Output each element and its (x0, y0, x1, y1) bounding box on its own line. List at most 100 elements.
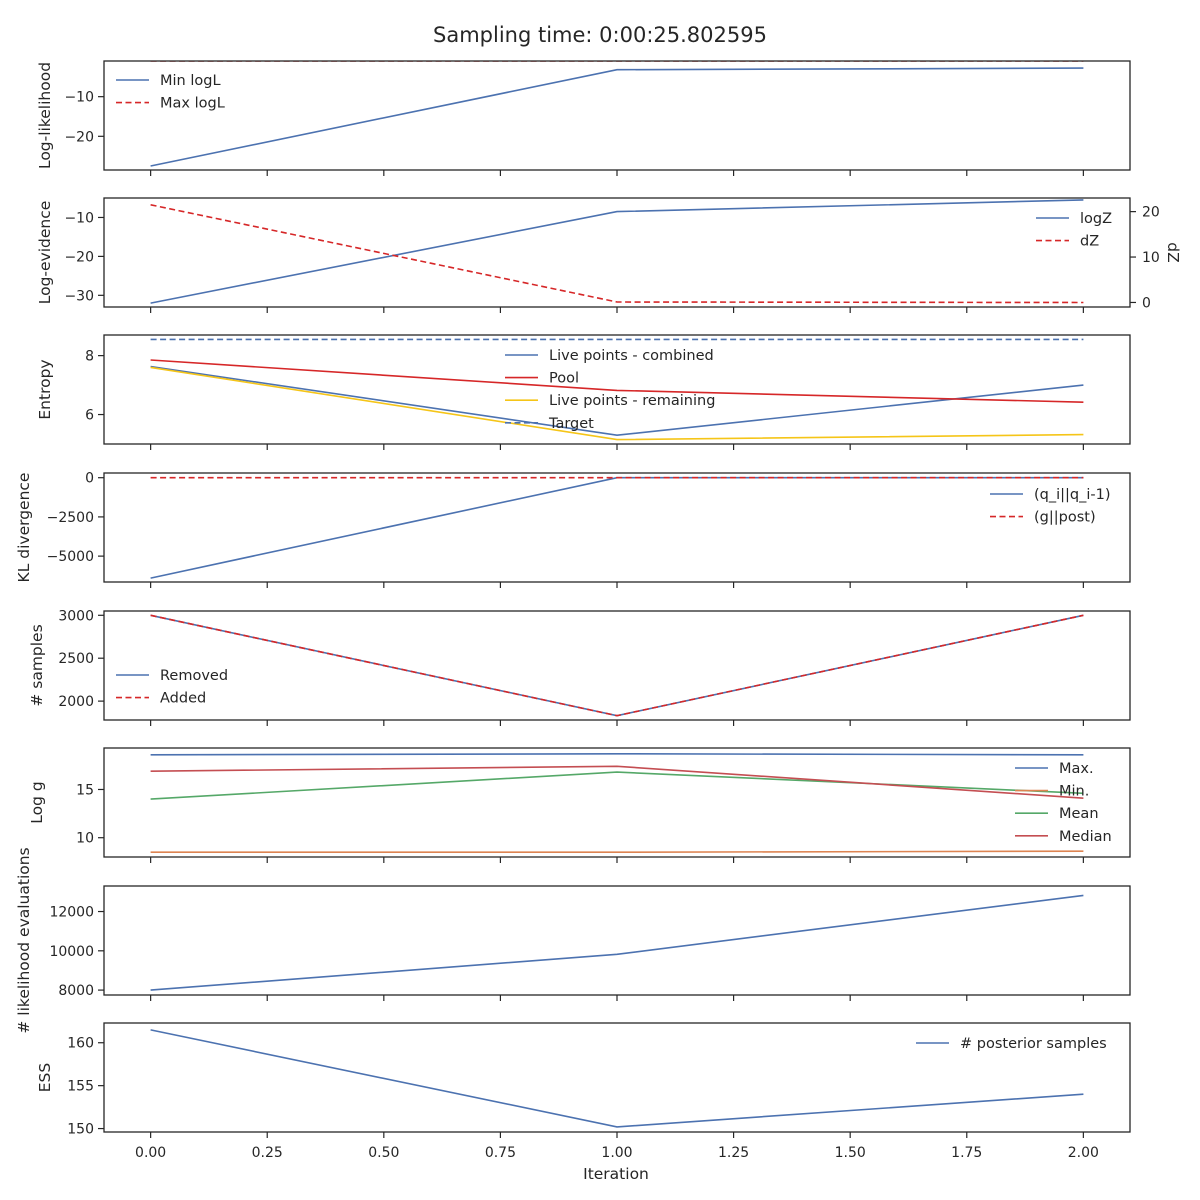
y-tick-label: −5000 (47, 549, 94, 565)
legend-label-1: # posterior samples (960, 1036, 1107, 1052)
legend-label-2: Min. (1059, 784, 1089, 800)
series-line-2 (150, 614, 1084, 717)
series-group (150, 1029, 1084, 1128)
legend-label-1: Removed (160, 668, 228, 684)
panel-8: 160 155 150 ESS # posterior samples (36, 1022, 1131, 1138)
panel-frame (103, 197, 1131, 308)
legend: Max. Min. Mean Median (1015, 761, 1112, 845)
legend: Min logL Max logL (116, 73, 225, 112)
y-tick-label: 10000 (49, 944, 94, 960)
y-axis-label: Log g (28, 781, 46, 823)
y-tick-label: 8000 (58, 983, 94, 999)
y-axis-label: # likelihood evaluations (15, 847, 33, 1033)
series-line-1 (150, 476, 1084, 579)
legend-label-1: Max. (1059, 761, 1094, 777)
y-tick-label: −2500 (47, 510, 94, 526)
chart-title: Sampling time: 0:00:25.802595 (433, 23, 767, 47)
series-line-1 (150, 894, 1084, 991)
panel-frame (103, 60, 1131, 171)
legend: Live points - combined Pool Live points - … (505, 348, 715, 432)
series-line-1 (150, 365, 1084, 437)
panel-7: 12000 10000 8000 # likelihood evaluations (15, 847, 1131, 1034)
y2-tick-label: 10 (1142, 250, 1160, 266)
y-axis-label: # samples (28, 624, 46, 706)
series-group (150, 752, 1084, 854)
series-group (150, 199, 1084, 304)
y-tick-label: −10 (64, 90, 94, 106)
y-axis-label: KL divergence (15, 473, 33, 583)
x-tick-label: 0.75 (485, 1145, 516, 1161)
panel-2: −10 −20 −30 20 10 0 dZ Log-evidence logZ dZ (36, 197, 1182, 313)
y2-axis-label: dZ (1164, 242, 1182, 262)
panel-frame (103, 747, 1131, 858)
series-line-1 (150, 752, 1084, 756)
x-tick-label: 1.00 (601, 1145, 632, 1161)
y-tick-label: 2500 (58, 651, 94, 667)
y2-tick-label: 0 (1142, 295, 1151, 311)
series-group (150, 614, 1084, 717)
y-tick-label: 15 (76, 782, 94, 798)
series-group (150, 476, 1084, 579)
series-group (150, 338, 1084, 441)
legend-label-1: logZ (1080, 211, 1112, 227)
y-tick-label: 155 (67, 1079, 94, 1095)
y-tick-label: 8 (85, 349, 94, 365)
legend: logZ dZ (1036, 211, 1112, 250)
series-group (150, 61, 1084, 167)
y-tick-label: −10 (64, 210, 94, 226)
panel-1: −10 −20 Log-likelihood Min logL Max logL (36, 60, 1131, 176)
x-axis: 0.00 0.25 0.50 0.75 1.00 1.25 1.50 1.75 2.00 (135, 1145, 1099, 1161)
y-tick-label: 10 (76, 831, 94, 847)
y-axis-label: Log-evidence (36, 201, 54, 305)
series-line-4 (150, 765, 1084, 799)
y-tick-label: 6 (85, 408, 94, 424)
series-line-3 (150, 771, 1084, 800)
series-line-1 (150, 1029, 1084, 1128)
series-group (150, 894, 1084, 991)
series-line-3 (150, 366, 1084, 441)
y-axis-label: Entropy (36, 359, 54, 419)
series-line-2 (150, 359, 1084, 403)
y-tick-label: −30 (64, 288, 94, 304)
panel-frame (103, 472, 1131, 583)
x-tick-label: 0.50 (368, 1145, 399, 1161)
legend-label-4: Median (1059, 829, 1112, 845)
y-axis-label: ESS (36, 1063, 54, 1092)
panel-frame (103, 885, 1131, 996)
series-line-2 (150, 850, 1084, 854)
y-tick-label: 3000 (58, 608, 94, 624)
series-line-2 (150, 204, 1084, 304)
legend: Removed Added (116, 668, 228, 707)
legend-label-3: Mean (1059, 806, 1099, 822)
y-tick-label: 150 (67, 1122, 94, 1138)
panel-4: 0 −2500 −5000 KL divergence (q_i||q_i-1) (g||… (15, 471, 1131, 588)
panel-5: 3000 2500 2000 # samples Removed Added (28, 608, 1131, 726)
legend: (q_i||q_i-1) (g||post) (990, 487, 1111, 526)
y-tick-label: 12000 (49, 905, 94, 921)
x-tick-label: 1.50 (835, 1145, 866, 1161)
x-tick-label: 1.75 (951, 1145, 982, 1161)
legend: # posterior samples (916, 1036, 1107, 1052)
series-line-1 (150, 67, 1084, 167)
y-tick-label: 2000 (58, 694, 94, 710)
series-line-1 (150, 614, 1084, 717)
panel-frame (103, 610, 1131, 721)
y-tick-label: 160 (67, 1036, 94, 1052)
y-axis-label: Log-likelihood (36, 62, 54, 169)
legend-label-1: (q_i||q_i-1) (1034, 487, 1111, 503)
legend-label-2: Max logL (160, 96, 225, 112)
x-tick-label: 1.25 (718, 1145, 749, 1161)
legend-label-2: (g||post) (1034, 510, 1096, 526)
x-tick-label: 0.25 (252, 1145, 283, 1161)
x-axis-label: Iteration (583, 1165, 649, 1183)
y-tick-label: 0 (85, 471, 94, 487)
series-line-1 (150, 199, 1084, 304)
legend-label-3: Live points - remaining (549, 393, 715, 409)
y2-tick-label: 20 (1142, 205, 1160, 221)
y-tick-label: −20 (64, 129, 94, 145)
legend-label-2: dZ (1080, 234, 1099, 250)
legend-label-2: Pool (549, 371, 579, 387)
legend-label-1: Live points - combined (549, 348, 714, 364)
